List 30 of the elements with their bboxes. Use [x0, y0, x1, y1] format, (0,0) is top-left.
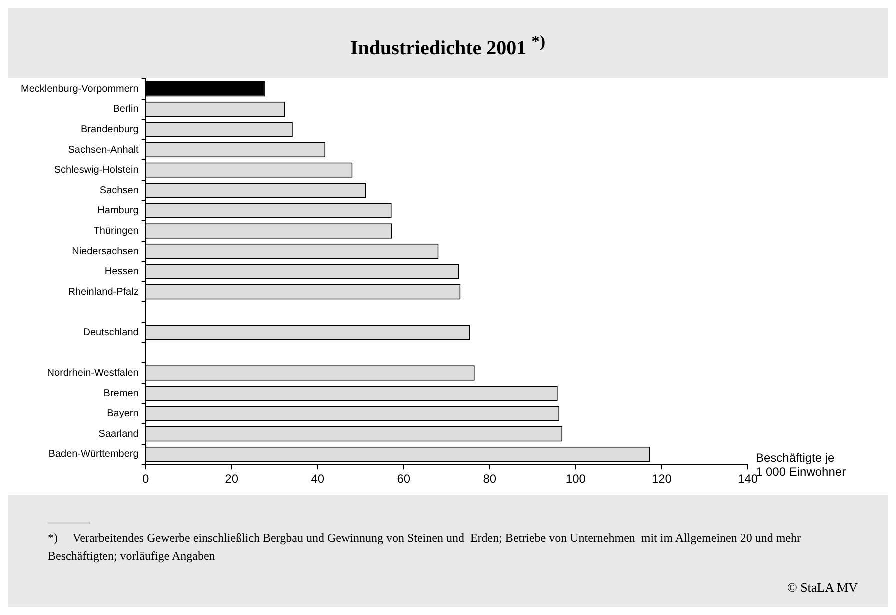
x-tick-label: 40: [311, 472, 325, 486]
y-tick-label: Berlin: [113, 104, 139, 116]
chart-title: Industriedichte 2001 $^{*)}$: [350, 32, 546, 61]
y-tick-label: Thüringen: [94, 226, 139, 237]
x-tick-label: 120: [652, 472, 672, 486]
y-tick-label: Sachsen-Anhalt: [68, 144, 140, 156]
y-tick-label: Nordrhein-Westfalen: [47, 368, 139, 380]
y-tick-label: Brandenburg: [81, 124, 139, 136]
x-tick-label: 0: [142, 472, 150, 486]
y-tick-label: Hamburg: [98, 206, 139, 217]
text: _______: [48, 511, 90, 526]
y-tick-label: Bremen: [104, 388, 139, 400]
y-tick-label: Saarland: [98, 428, 139, 440]
x-tick-label: 140: [738, 472, 758, 486]
x-tick-label: 20: [225, 472, 239, 486]
y-tick-label: Mecklenburg-Vorpommern: [21, 84, 139, 95]
text: © StaLA MV: [787, 580, 858, 596]
y-tick-label: Baden-Württemberg: [48, 449, 139, 460]
y-tick-label: Deutschland: [83, 327, 139, 338]
x-tick-label: 100: [566, 472, 586, 486]
x-axis-title: Beschäftigte je 1 000 Einwohner: [756, 450, 846, 479]
y-tick-label: Niedersachsen: [72, 246, 139, 258]
y-tick-label: Rheinland-Pfalz: [68, 286, 139, 298]
y-tick-label: Sachsen: [100, 185, 139, 196]
y-tick-label: Bayern: [107, 408, 139, 420]
x-tick-label: 80: [483, 472, 497, 486]
text: *) Verarbeitendes Gewerbe einschließlich Bergbau und Gewinnung von Steinen und Erden; Betriebe von Unternehmen mit im Allgemeinen 20 und mehr Beschäftigten; vorläufige Angaben: [48, 530, 802, 565]
x-tick-label: 60: [397, 472, 411, 486]
y-tick-label: Schleswig-Holstein: [54, 165, 139, 176]
y-tick-label: Hessen: [104, 266, 139, 278]
